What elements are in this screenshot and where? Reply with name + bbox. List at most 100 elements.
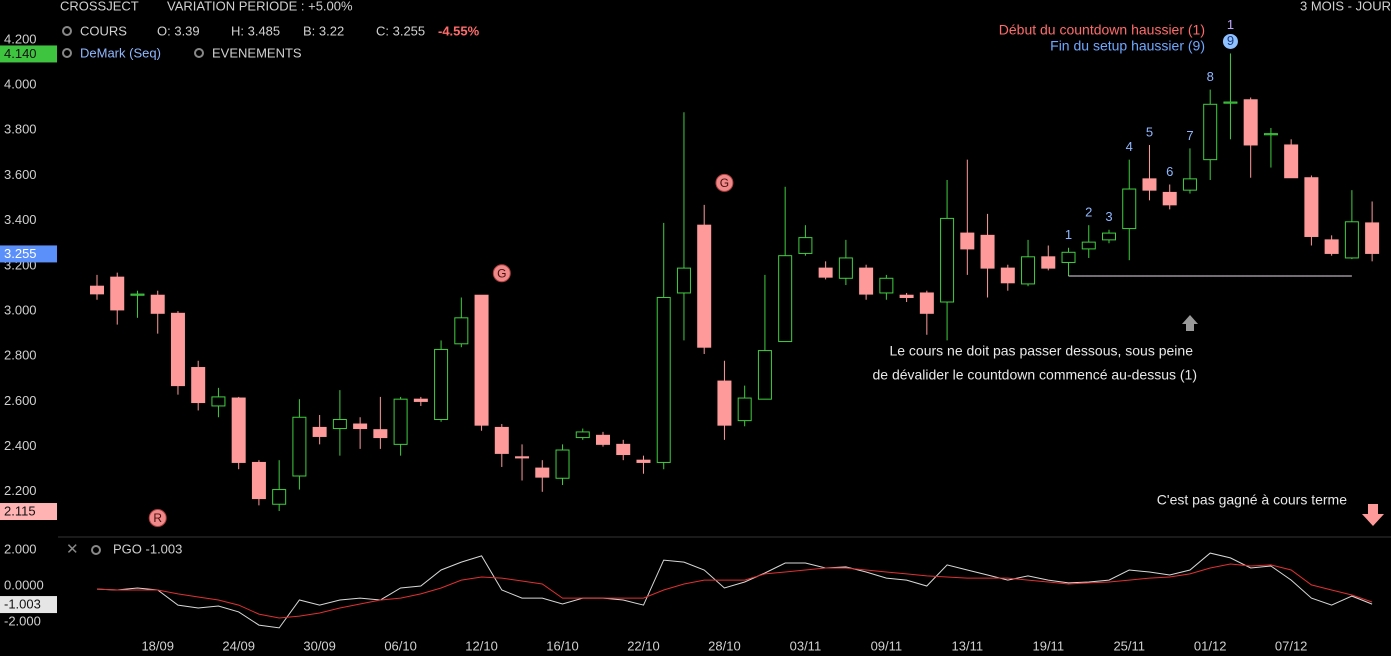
change: -4.55%	[438, 23, 480, 38]
up-arrow	[1182, 315, 1198, 331]
y-tick-label: 2.400	[4, 438, 37, 453]
y-tick-label: 3.400	[4, 212, 37, 227]
event-label: G	[497, 266, 506, 280]
events[interactable]: EVENEMENTS	[212, 45, 302, 60]
period[interactable]: 3 MOIS - JOUR	[1300, 0, 1391, 13]
setup-label: 1	[1065, 227, 1072, 242]
candle-body	[292, 416, 307, 477]
annotation: de dévalider le countdown commencé au-de…	[872, 367, 1197, 383]
y-tick-label: 3.800	[4, 122, 37, 137]
x-tick-label: 06/10	[384, 638, 417, 653]
gear-icon[interactable]	[62, 26, 72, 36]
price-marker	[0, 503, 57, 521]
candle-body	[859, 267, 874, 295]
candle-body	[737, 397, 752, 422]
y-tick-label: 4.000	[4, 77, 37, 92]
x-tick-label: 03/11	[790, 638, 822, 653]
candle-body	[919, 292, 934, 314]
close: C: 3.255	[376, 23, 425, 38]
event-label: G	[720, 176, 729, 190]
y-tick-label: 4.200	[4, 31, 37, 46]
candle-body	[1102, 232, 1116, 241]
x-tick-label: 25/11	[1113, 638, 1145, 653]
candle-body	[1243, 99, 1258, 146]
candle-body	[393, 398, 408, 445]
candle-body	[130, 293, 145, 296]
high: H: 3.485	[231, 23, 280, 38]
candle-body	[1344, 221, 1359, 259]
setup-label: 8	[1207, 69, 1214, 84]
x-tick-label: 24/09	[222, 638, 255, 653]
candle-body	[353, 423, 368, 430]
candle-body	[1365, 222, 1380, 254]
candle-body	[1122, 188, 1137, 230]
y-tick-label: 2.000	[4, 541, 37, 556]
gear-icon[interactable]	[194, 48, 204, 58]
price-marker	[0, 45, 57, 63]
candle-body	[211, 396, 226, 407]
candle-body	[1142, 178, 1157, 191]
event-marker	[492, 264, 511, 283]
candle-body	[940, 217, 955, 303]
candle-body	[1041, 256, 1056, 269]
candle-body	[818, 267, 833, 278]
price-marker	[0, 245, 57, 263]
gear-icon[interactable]	[91, 545, 101, 555]
event-marker	[148, 509, 167, 527]
setup-label: 5	[1146, 124, 1153, 139]
x-tick-label: 09/11	[871, 638, 903, 653]
candle-body	[697, 224, 712, 348]
close-icon[interactable]: ✕	[66, 541, 79, 558]
indicator[interactable]: DeMark (Seq)	[80, 45, 161, 60]
candle-body	[596, 434, 610, 445]
candle-body	[515, 456, 530, 459]
indicator-title: PGO -1.003	[113, 541, 182, 556]
candle-body	[676, 267, 691, 294]
candle-body	[90, 285, 104, 295]
y-tick-label: 3.600	[4, 167, 37, 182]
y-tick-label: 2.200	[4, 483, 37, 498]
setup-label: 7	[1186, 128, 1193, 143]
y-tick-label: 2.600	[4, 393, 37, 408]
y-tick-label: 3.000	[4, 302, 37, 317]
candle-body	[474, 294, 489, 426]
setup-label: 3	[1105, 209, 1112, 224]
candle-body	[150, 294, 165, 314]
candle-body	[494, 426, 509, 454]
candle-body	[616, 443, 631, 456]
candle-body	[1203, 103, 1218, 161]
candle-body	[251, 461, 266, 500]
candle-body	[960, 232, 975, 250]
annotation: C'est pas gagné à cours terme	[1157, 492, 1347, 508]
value-marker-label: -1.003	[4, 596, 41, 611]
candle-body	[636, 459, 651, 463]
x-tick-label: 28/10	[708, 638, 741, 653]
candle-body	[1223, 101, 1238, 104]
y-tick-label: 0.0000	[4, 577, 44, 592]
candle-body	[1021, 256, 1036, 285]
candle-body	[1284, 144, 1299, 179]
setup-label: 2	[1085, 205, 1092, 220]
open: O: 3.39	[157, 23, 200, 38]
symbol: CROSSJECT	[60, 0, 139, 13]
legend-setup: Fin du setup haussier (9)	[1050, 38, 1205, 54]
legend-countdown: Début du countdown haussier (1)	[999, 22, 1205, 38]
candle-body	[110, 276, 125, 311]
value-marker	[0, 596, 57, 614]
price-marker-label: 2.115	[4, 503, 36, 518]
candle-body	[879, 277, 894, 294]
candle-body	[1324, 239, 1339, 254]
candle-body	[717, 380, 732, 426]
annotation: Le cours ne doit pas passer dessous, sou…	[889, 343, 1193, 359]
candle-body	[1263, 133, 1278, 136]
indicator-line	[96, 552, 1373, 629]
gear-icon[interactable]	[62, 48, 72, 58]
candle-body	[454, 317, 469, 345]
low: B: 3.22	[303, 23, 344, 38]
setup-circle	[1222, 33, 1238, 49]
candle-body	[1000, 267, 1015, 284]
candle-body	[535, 467, 550, 478]
x-tick-label: 01/12	[1194, 638, 1227, 653]
candle-body	[757, 350, 772, 400]
